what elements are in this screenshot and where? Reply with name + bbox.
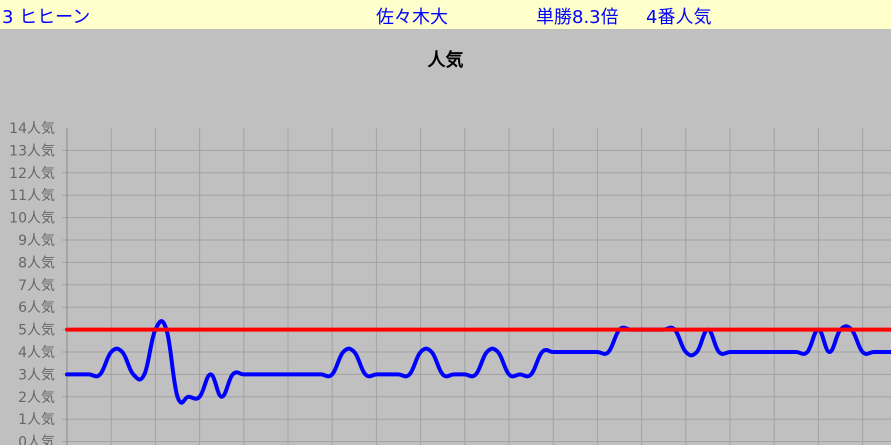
y-tick-label: 7人気 (18, 278, 55, 294)
y-tick-label: 5人気 (18, 323, 55, 339)
y-tick-label: 14人気 (9, 121, 55, 137)
popularity-rank: 4番人気 (646, 7, 712, 28)
y-tick-label: 13人気 (9, 143, 55, 159)
race-info-header: 3 ヒヒーン 佐々木大 単勝8.3倍 4番人気 (0, 0, 891, 29)
popularity-series-line (65, 319, 891, 405)
horse-name: 3 ヒヒーン (2, 7, 91, 28)
chart-title: 人気 (427, 50, 464, 71)
y-tick-label: 11人気 (9, 188, 55, 204)
y-tick-label: 8人気 (18, 255, 55, 271)
y-tick-label: 6人気 (18, 300, 55, 316)
y-tick-label: 0人気 (18, 435, 55, 445)
y-tick-label: 2人気 (18, 390, 55, 406)
y-tick-label: 10人気 (9, 211, 55, 227)
win-odds: 単勝8.3倍 (536, 7, 619, 28)
y-tick-label: 3人気 (18, 367, 55, 383)
y-tick-label: 12人気 (9, 166, 55, 182)
y-tick-label: 1人気 (18, 412, 55, 428)
y-tick-label: 9人気 (18, 233, 55, 249)
y-tick-label: 4人気 (18, 345, 55, 361)
jockey-name: 佐々木大 (376, 7, 448, 28)
